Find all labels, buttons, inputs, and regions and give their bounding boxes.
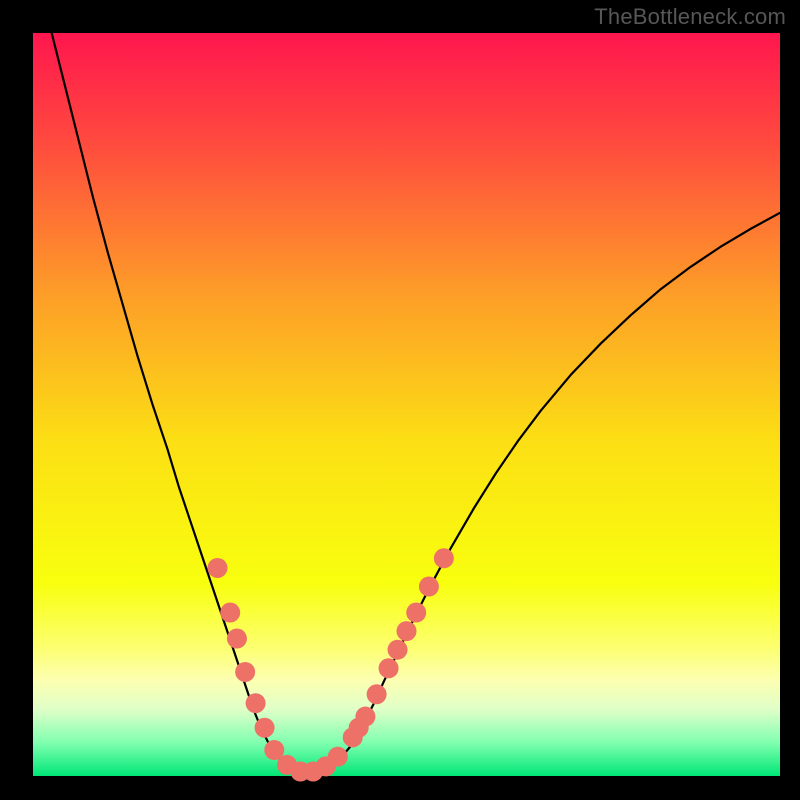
plot-area: [33, 33, 780, 776]
data-point: [255, 718, 275, 738]
data-point: [235, 662, 255, 682]
chart-figure: TheBottleneck.com: [0, 0, 800, 800]
bottleneck-curve: [52, 33, 780, 773]
data-point: [434, 548, 454, 568]
data-point: [367, 684, 387, 704]
chart-svg: [33, 33, 780, 776]
data-point: [355, 707, 375, 727]
watermark-label: TheBottleneck.com: [594, 4, 786, 30]
data-point: [208, 558, 228, 578]
data-dots-group: [208, 548, 454, 781]
data-point: [406, 603, 426, 623]
data-point: [246, 693, 266, 713]
data-point: [328, 747, 348, 767]
data-point: [388, 640, 408, 660]
data-point: [379, 658, 399, 678]
data-point: [397, 621, 417, 641]
data-point: [227, 629, 247, 649]
data-point: [220, 603, 240, 623]
data-point: [419, 577, 439, 597]
